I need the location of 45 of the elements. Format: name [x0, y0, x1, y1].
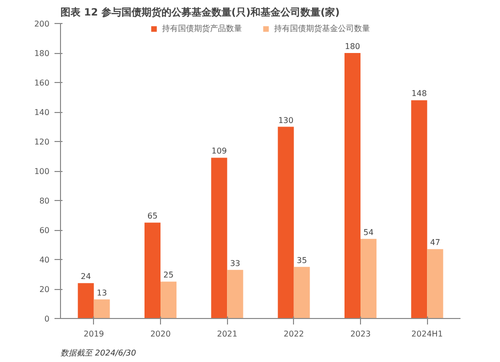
- x-tick-label: 2021: [216, 330, 238, 338]
- data-label: 148: [412, 89, 427, 98]
- x-tick-label: 2022: [284, 330, 304, 338]
- x-tick-label: 2020: [150, 330, 171, 338]
- bar: [211, 158, 228, 318]
- data-label: 24: [80, 272, 91, 282]
- bar: [227, 270, 244, 318]
- y-tick-label: 180: [34, 49, 50, 58]
- text: 数据截至 2024/6/30: [60, 348, 136, 358]
- bar: [294, 266, 310, 318]
- bar: [411, 100, 428, 318]
- bar: [94, 299, 110, 318]
- legend-label: 持有国债期货基金公司数量: [274, 23, 370, 34]
- data-label: 47: [430, 238, 440, 248]
- y-tick-label: 140: [34, 108, 50, 117]
- chart-title: 图表 12 参与国债期货的公募基金数量(只)和基金公司数量(家): [60, 6, 340, 18]
- data-label: 33: [230, 258, 240, 268]
- y-tick-label: 40: [39, 256, 50, 264]
- data-label: 109: [212, 146, 227, 156]
- x-tick-label: 2019: [84, 330, 104, 338]
- data-label: 65: [147, 212, 158, 221]
- bar: [144, 222, 160, 318]
- bar: [344, 53, 360, 318]
- bar: [427, 249, 444, 318]
- legend-label: 持有国债期货产品数量: [162, 23, 242, 34]
- x-tick-label: 2023: [350, 330, 371, 338]
- bar: [278, 126, 294, 318]
- data-label: 35: [296, 256, 307, 265]
- bar: [360, 238, 376, 318]
- y-tick-label: 60: [39, 226, 50, 235]
- y-tick-label: 160: [34, 78, 50, 88]
- y-tick-label: 0: [44, 314, 50, 324]
- data-label: 25: [163, 270, 174, 280]
- y-tick-label: 20: [39, 285, 50, 294]
- data-label: 130: [278, 116, 294, 125]
- y-tick-label: 100: [34, 167, 50, 176]
- y-tick-label: 80: [39, 196, 50, 206]
- bar: [78, 283, 94, 318]
- data-label: 180: [344, 42, 360, 51]
- data-label: 13: [96, 288, 107, 298]
- y-tick-label: 200: [34, 20, 50, 28]
- bar: [160, 282, 176, 318]
- y-tick-label: 120: [34, 138, 50, 146]
- x-tick-label: 2024H1: [411, 330, 443, 338]
- data-label: 54: [363, 228, 374, 237]
